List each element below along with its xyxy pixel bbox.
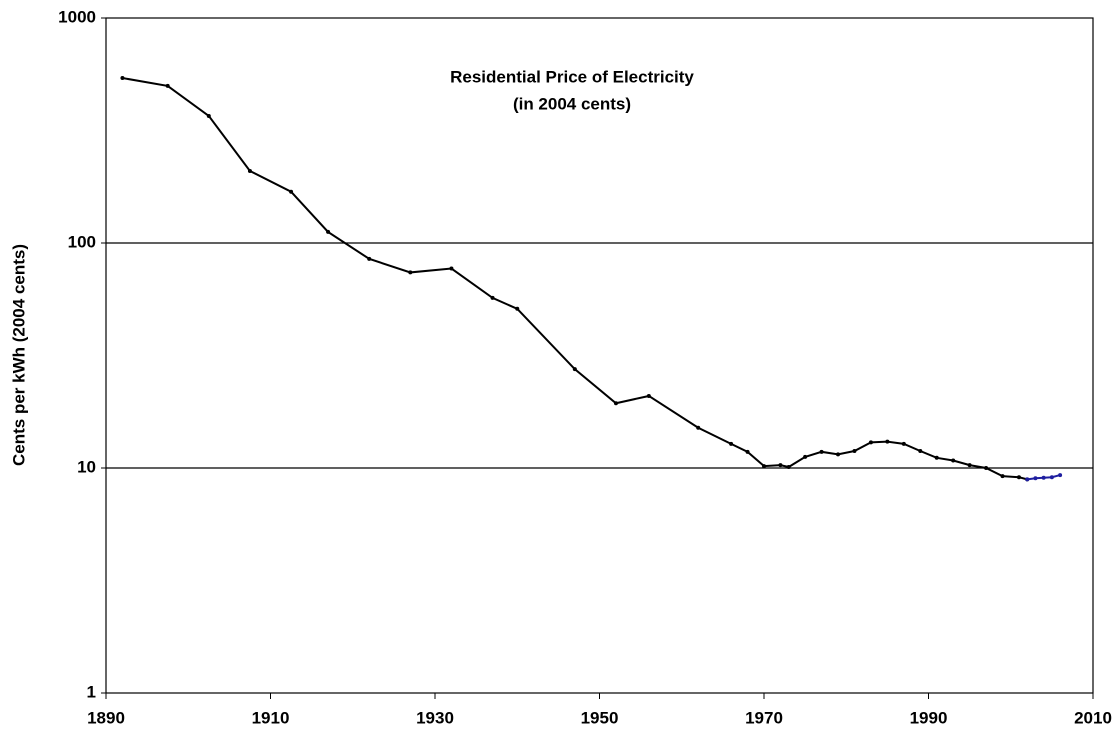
x-tick-label: 1890: [87, 708, 125, 727]
data-point: [967, 463, 972, 468]
data-point: [515, 306, 520, 311]
y-tick-label: 100: [68, 232, 96, 251]
data-point: [408, 270, 413, 275]
data-point: [762, 464, 766, 469]
data-point: [984, 466, 989, 470]
y-tick-label: 10: [77, 457, 96, 476]
data-point: [1058, 473, 1063, 478]
data-point: [1033, 476, 1038, 481]
data-point: [1025, 477, 1030, 482]
data-point: [326, 229, 331, 234]
data-point: [836, 452, 841, 457]
x-tick-label: 2010: [1074, 708, 1112, 727]
data-point: [490, 295, 495, 300]
data-point: [745, 449, 750, 454]
x-tick-label: 1970: [745, 708, 783, 727]
data-point: [1016, 475, 1021, 480]
data-point: [918, 449, 923, 454]
chart-subtitle: (in 2004 cents): [513, 94, 631, 113]
data-point: [696, 425, 701, 430]
x-tick-label: 1950: [581, 708, 619, 727]
data-point: [885, 439, 890, 444]
data-point: [247, 168, 252, 173]
data-point: [449, 266, 454, 271]
data-point: [803, 454, 808, 459]
data-point: [206, 113, 211, 118]
x-tick-label: 1990: [910, 708, 948, 727]
data-point: [1049, 475, 1054, 480]
x-tick-label: 1910: [252, 708, 290, 727]
data-point: [572, 367, 577, 372]
data-point: [786, 465, 791, 470]
data-line: [122, 77, 1028, 481]
data-point: [165, 83, 170, 88]
data-point: [951, 458, 956, 463]
data-point: [819, 449, 824, 454]
data-point: [868, 440, 873, 445]
data-point: [1000, 474, 1005, 479]
data-point: [852, 449, 857, 454]
data-point: [646, 393, 651, 398]
data-point: [289, 189, 294, 194]
data-point: [934, 455, 939, 460]
data-point: [778, 463, 783, 468]
y-tick-label: 1: [87, 682, 96, 701]
data-point: [120, 76, 125, 81]
y-axis-label: Cents per kWh (2004 cents): [9, 244, 28, 466]
plot-frame: [105, 17, 1094, 694]
chart-title: Residential Price of Electricity: [450, 67, 694, 86]
data-point: [901, 441, 906, 446]
data-point: [1041, 475, 1046, 480]
data-point: [367, 256, 372, 261]
data-point: [613, 401, 618, 406]
data-point: [729, 441, 734, 446]
y-tick-label: 1000: [58, 7, 96, 26]
x-tick-label: 1930: [416, 708, 454, 727]
